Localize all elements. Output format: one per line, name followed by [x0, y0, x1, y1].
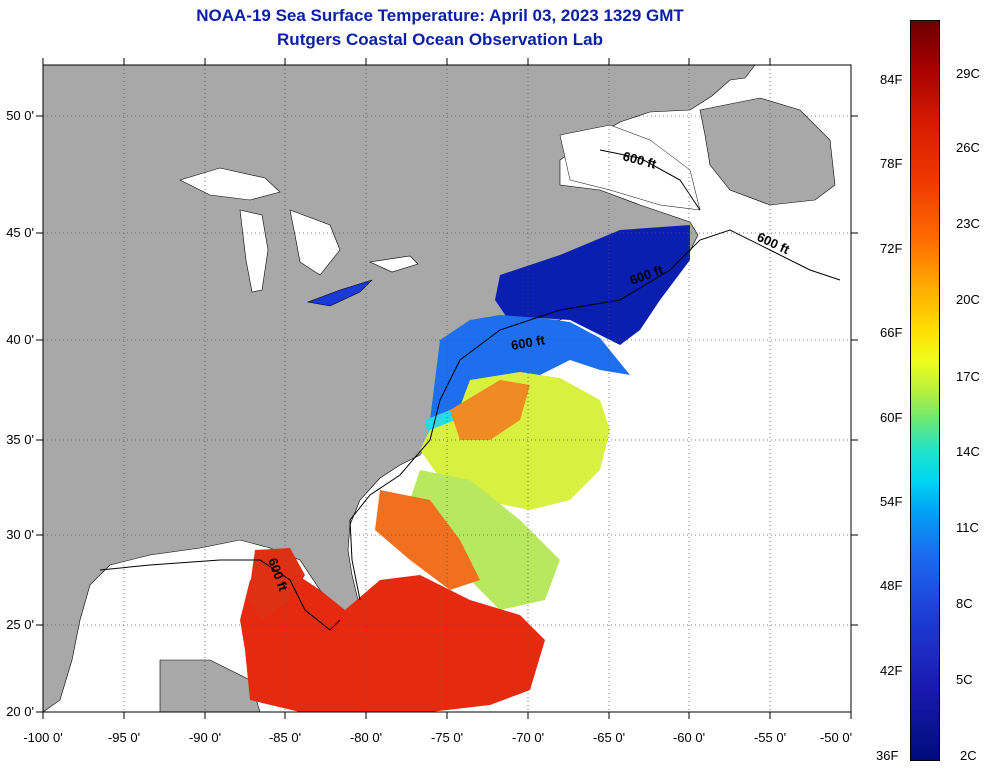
- cb-c-23: 23C: [956, 216, 980, 231]
- lon-label-75: -75 0': [431, 730, 463, 745]
- lat-label-45: 45 0': [6, 225, 34, 240]
- cb-c-14: 14C: [956, 444, 980, 459]
- land-newfoundland: [699, 97, 836, 206]
- cb-c-2: 2C: [960, 748, 977, 763]
- lon-label-55: -55 0': [754, 730, 786, 745]
- lat-label-30: 30 0': [6, 527, 34, 542]
- title-line-1: NOAA-19 Sea Surface Temperature: April 0…: [196, 6, 684, 25]
- cb-f-48: 48F: [880, 578, 903, 593]
- lake-michigan: [239, 209, 269, 293]
- isobath-600ft-south: [349, 359, 461, 601]
- sst-red-gulf: [248, 548, 305, 620]
- sst-orange: [450, 380, 530, 440]
- title-line-2: Rutgers Coastal Ocean Observation Lab: [277, 30, 603, 49]
- graticule: [43, 65, 851, 712]
- sst-orange-mid: [375, 490, 480, 590]
- cb-c-17: 17C: [956, 369, 980, 384]
- sst-red-south: [240, 570, 545, 712]
- cb-f-54: 54F: [880, 494, 903, 509]
- cb-c-5: 5C: [956, 672, 973, 687]
- lon-label-65: -65 0': [593, 730, 625, 745]
- isobath-label-4: 600 ft: [510, 332, 547, 353]
- lake-huron: [289, 209, 341, 276]
- sst-green-edge: [410, 470, 560, 610]
- lon-label-95: -95 0': [108, 730, 140, 745]
- lat-label-25: 25 0': [6, 617, 34, 632]
- lake-ontario: [368, 255, 419, 273]
- lon-label-85: -85 0': [269, 730, 301, 745]
- cb-f-72: 72F: [880, 241, 903, 256]
- cb-c-8: 8C: [956, 596, 973, 611]
- cb-f-84: 84F: [880, 72, 903, 87]
- cb-c-26: 26C: [956, 140, 980, 155]
- axis-ticks: [36, 58, 858, 719]
- isobath-600ft-gulf: [99, 559, 341, 631]
- lon-label-60: -60 0': [673, 730, 705, 745]
- cb-f-66: 66F: [880, 325, 903, 340]
- lon-label-80: -80 0': [350, 730, 382, 745]
- lat-label-35: 35 0': [6, 432, 34, 447]
- lon-label-70: -70 0': [512, 730, 544, 745]
- lon-label-100: -100 0': [23, 730, 62, 745]
- cb-f-60: 60F: [880, 410, 903, 425]
- isobath-600ft-east: [459, 229, 841, 361]
- cb-f-42: 42F: [880, 663, 903, 678]
- lat-label-20: 20 0': [6, 704, 34, 719]
- lake-superior: [179, 167, 281, 201]
- isobath-600ft-stlawrence: [599, 149, 701, 211]
- lat-label-40: 40 0': [6, 332, 34, 347]
- lat-label-50: 50 0': [6, 108, 34, 123]
- colorbar: [910, 20, 940, 761]
- cb-f-78: 78F: [880, 156, 903, 171]
- cb-c-20: 20C: [956, 292, 980, 307]
- cb-f-36: 36F: [876, 748, 899, 763]
- lon-label-50: -50 0': [820, 730, 852, 745]
- cb-c-11: 11C: [956, 520, 979, 535]
- cb-c-29: 29C: [956, 66, 980, 81]
- lon-label-90: -90 0': [189, 730, 221, 745]
